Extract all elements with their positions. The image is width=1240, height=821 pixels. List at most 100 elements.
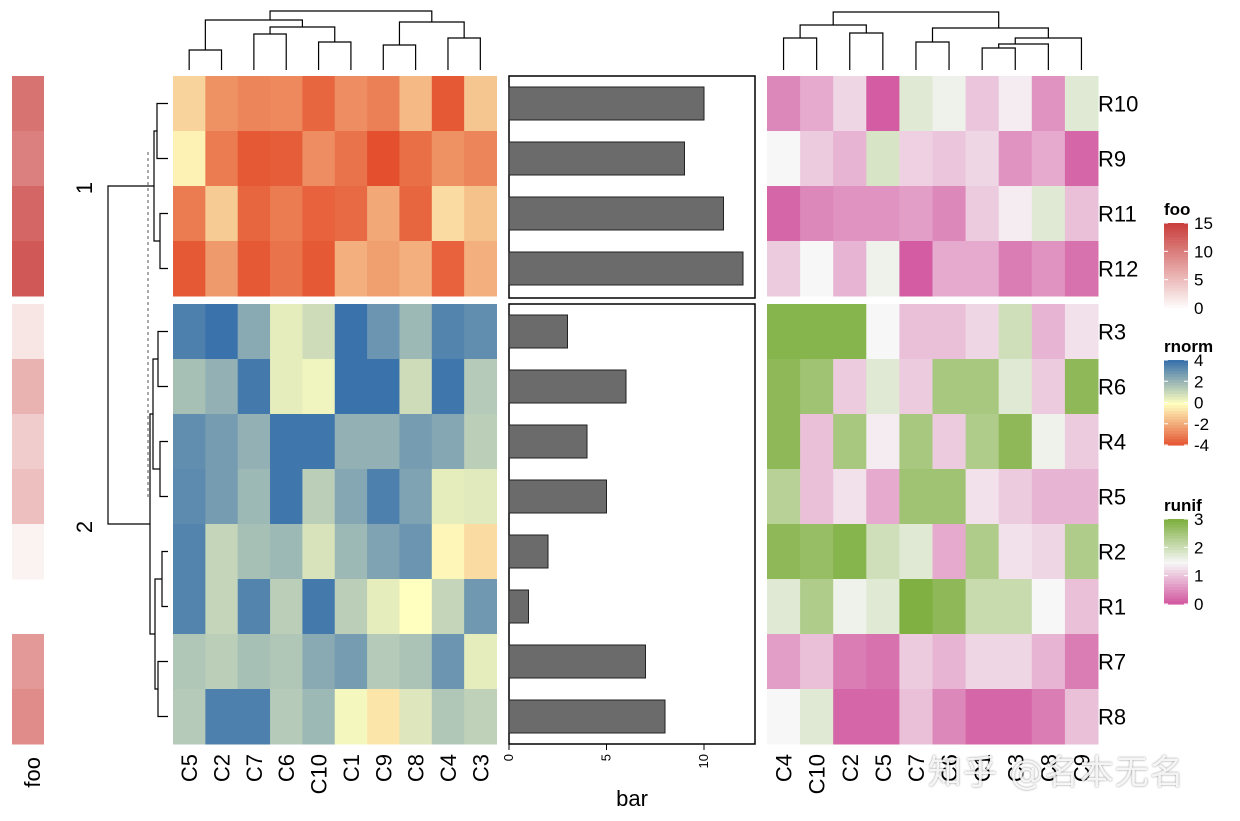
- rnorm-legend-gradient-step: [1164, 439, 1188, 443]
- bar-R9: [508, 141, 685, 176]
- rnorm-cell-R7-C3: [464, 634, 497, 690]
- runif-legend-gradient-step: [1164, 550, 1188, 554]
- rnorm-cell-R1-C1: [334, 579, 368, 635]
- rnorm-cell-R7-C7: [237, 634, 271, 690]
- foo-cell-R9: [12, 131, 44, 187]
- runif-cell-R3-C2: [833, 304, 867, 360]
- col-dend1-seg: [204, 19, 303, 50]
- runif-cell-R12-C3: [998, 241, 1033, 297]
- rnorm-cell-R10-C7: [237, 76, 271, 132]
- runif-cell-R10-C6: [932, 76, 967, 132]
- runif-cell-R1-C5: [866, 579, 900, 635]
- foo-legend-gradient-step: [1164, 248, 1188, 252]
- row-dendrogram: [107, 102, 168, 718]
- runif-col-label-C5: C5: [871, 754, 896, 782]
- rnorm-col-label-C8: C8: [404, 754, 429, 782]
- bar-R7: [508, 644, 646, 679]
- rnorm-legend-tick-label: 0: [1194, 394, 1203, 413]
- runif-cell-R10-C10: [800, 76, 834, 132]
- rnorm-cell-R5-C2: [205, 469, 239, 525]
- runif-legend-gradient-step: [1164, 567, 1188, 571]
- runif-cell-R9-C5: [866, 131, 900, 187]
- rnorm-cell-R11-C1: [334, 186, 368, 242]
- rnorm-cell-R1-C9: [367, 579, 400, 635]
- rnorm-cell-R4-C1: [334, 414, 368, 470]
- rnorm-cell-R11-C5: [173, 186, 206, 242]
- runif-cell-R8-C2: [833, 689, 867, 745]
- runif-col-label-C4: C4: [772, 754, 797, 782]
- bar-R10: [508, 86, 705, 121]
- rnorm-cell-R4-C10: [302, 414, 336, 470]
- runif-legend-title: runif: [1164, 496, 1202, 515]
- runif-cell-R2-C6: [932, 524, 967, 580]
- foo-legend-gradient-step: [1164, 240, 1188, 244]
- runif-cell-R9-C1: [965, 131, 1000, 187]
- rnorm-cell-R7-C4: [431, 634, 465, 690]
- foo-legend-gradient-step: [1164, 276, 1188, 281]
- rnorm-legend-gradient-step: [1164, 436, 1188, 440]
- col-dend1-seg: [317, 41, 352, 70]
- runif-legend-tick-label: 2: [1194, 538, 1203, 557]
- rnorm-cell-R6-C7: [237, 359, 271, 415]
- runif-legend-gradient-step: [1164, 581, 1188, 585]
- rnorm-legend-gradient-step: [1164, 411, 1188, 415]
- runif-cell-R6-C6: [932, 359, 967, 415]
- runif-cell-R10-C4: [767, 76, 801, 132]
- rnorm-cell-R5-C1: [334, 469, 368, 525]
- row-dend-seg: [152, 358, 160, 470]
- runif-cell-R3-C3: [998, 304, 1033, 360]
- runif-cell-R11-C1: [965, 186, 1000, 242]
- rnorm-cell-R9-C4: [431, 131, 465, 187]
- col-dend2-seg: [849, 32, 884, 70]
- rnorm-col-label-C4: C4: [436, 754, 461, 782]
- rnorm-cell-R11-C7: [237, 186, 271, 242]
- runif-cell-R12-C10: [800, 241, 834, 297]
- runif-cell-R4-C5: [866, 414, 900, 470]
- col-dend1-seg: [188, 49, 223, 70]
- col-dend2-seg: [832, 11, 1000, 28]
- split-label-1: 1: [72, 182, 97, 194]
- runif-cell-R5-C7: [899, 469, 933, 525]
- runif-cell-R6-C1: [965, 359, 1000, 415]
- runif-legend-gradient-step: [1164, 558, 1188, 563]
- rnorm-legend-gradient-step: [1164, 388, 1188, 392]
- runif-cell-R9-C9: [1064, 131, 1099, 187]
- bar-R8: [508, 699, 666, 734]
- runif-cell-R12-C9: [1064, 241, 1099, 297]
- rnorm-legend-gradient-step: [1164, 382, 1188, 387]
- rnorm-cell-R8-C3: [464, 689, 497, 745]
- row-dend-seg: [157, 330, 168, 388]
- rnorm-col-label-C1: C1: [339, 754, 364, 782]
- row-labels: R10 R9 R11 R12 R3 R6 R4 R5 R2 R1 R7 R8: [1098, 92, 1138, 730]
- runif-cell-R5-C9: [1064, 469, 1099, 525]
- rnorm-legend-gradient-step: [1164, 362, 1188, 367]
- runif-cell-R7-C1: [965, 634, 1000, 690]
- split-label-2: 2: [72, 521, 97, 533]
- col-dend1-seg: [398, 21, 465, 45]
- rnorm-cell-R6-C8: [399, 359, 433, 415]
- rnorm-legend-gradient-step: [1164, 379, 1188, 384]
- rnorm-cell-R8-C1: [334, 689, 368, 745]
- runif-cell-R6-C8: [1031, 359, 1066, 415]
- rnorm-cell-R9-C9: [367, 131, 400, 187]
- rnorm-cell-R10-C4: [431, 76, 465, 132]
- runif-cell-R8-C5: [866, 689, 900, 745]
- rnorm-legend-tick-label: -2: [1194, 415, 1209, 434]
- rnorm-cell-R8-C7: [237, 689, 271, 745]
- rnorm-cell-R8-C6: [270, 689, 303, 745]
- rnorm-cell-R11-C8: [399, 186, 433, 242]
- rnorm-cell-R1-C2: [205, 579, 239, 635]
- rnorm-cell-R10-C9: [367, 76, 400, 132]
- runif-legend-gradient-step: [1164, 541, 1188, 546]
- runif-cell-R11-C6: [932, 186, 967, 242]
- foo-legend-gradient-step: [1164, 265, 1188, 269]
- runif-col-label-C9: C9: [1069, 754, 1094, 782]
- runif-cell-R5-C6: [932, 469, 967, 525]
- rnorm-cell-R6-C6: [270, 359, 303, 415]
- rnorm-cell-R4-C5: [173, 414, 206, 470]
- runif-cell-R1-C3: [998, 579, 1033, 635]
- runif-cell-R7-C2: [833, 634, 867, 690]
- runif-legend-gradient-step: [1164, 578, 1188, 582]
- rnorm-cell-R2-C5: [173, 524, 206, 580]
- row-dend-seg: [161, 550, 168, 608]
